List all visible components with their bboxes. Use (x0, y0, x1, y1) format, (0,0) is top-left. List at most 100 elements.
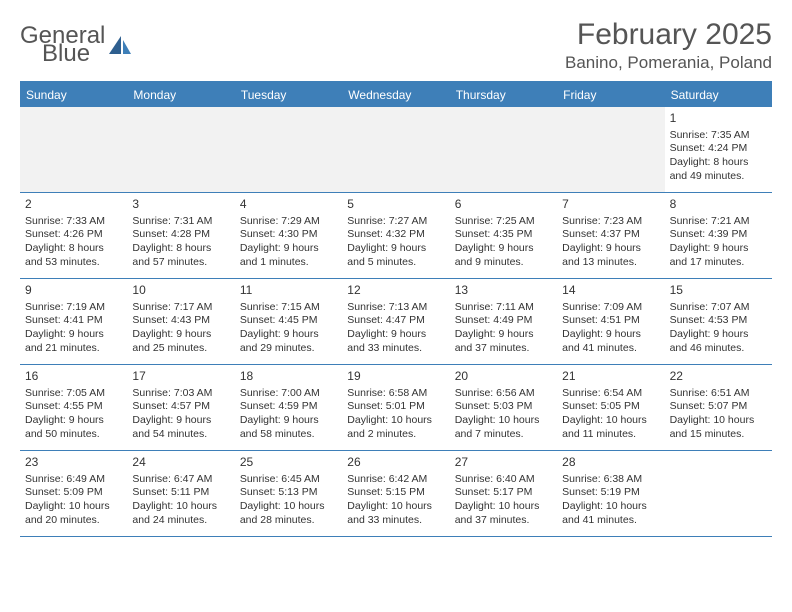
daylight-line2: and 15 minutes. (670, 428, 767, 442)
day-header-sat: Saturday (665, 83, 772, 107)
sunset-line: Sunset: 4:39 PM (670, 228, 767, 242)
day-number: 16 (25, 369, 122, 385)
day-cell: 5Sunrise: 7:27 AMSunset: 4:32 PMDaylight… (342, 193, 449, 278)
sunrise-line: Sunrise: 7:05 AM (25, 387, 122, 401)
daylight-line2: and 54 minutes. (132, 428, 229, 442)
page-title: February 2025 (565, 18, 772, 51)
day-number: 13 (455, 283, 552, 299)
daylight-line: Daylight: 9 hours (347, 328, 444, 342)
sunrise-line: Sunrise: 7:17 AM (132, 301, 229, 315)
day-cell: 23Sunrise: 6:49 AMSunset: 5:09 PMDayligh… (20, 451, 127, 536)
daylight-line2: and 50 minutes. (25, 428, 122, 442)
daylight-line2: and 25 minutes. (132, 342, 229, 356)
daylight-line: Daylight: 8 hours (25, 242, 122, 256)
daylight-line: Daylight: 10 hours (132, 500, 229, 514)
day-header-fri: Friday (557, 83, 664, 107)
sunset-line: Sunset: 4:35 PM (455, 228, 552, 242)
day-header-row: Sunday Monday Tuesday Wednesday Thursday… (20, 83, 772, 107)
day-number: 7 (562, 197, 659, 213)
sunset-line: Sunset: 4:41 PM (25, 314, 122, 328)
sunrise-line: Sunrise: 7:29 AM (240, 215, 337, 229)
day-cell: 20Sunrise: 6:56 AMSunset: 5:03 PMDayligh… (450, 365, 557, 450)
day-cell: 17Sunrise: 7:03 AMSunset: 4:57 PMDayligh… (127, 365, 234, 450)
daylight-line: Daylight: 9 hours (455, 328, 552, 342)
week-row: 16Sunrise: 7:05 AMSunset: 4:55 PMDayligh… (20, 365, 772, 451)
day-cell: 12 Sunrise: 7:13 AMSunset: 4:47 PMDayligh… (342, 279, 449, 364)
daylight-line: Daylight: 9 hours (670, 328, 767, 342)
day-cell: 11Sunrise: 7:15 AMSunset: 4:45 PMDayligh… (235, 279, 342, 364)
sunrise-line: Sunrise: 6:51 AM (670, 387, 767, 401)
sunrise-line: Sunrise: 7:31 AM (132, 215, 229, 229)
sunset-line: Sunset: 5:15 PM (347, 486, 444, 500)
daylight-line2: and 46 minutes. (670, 342, 767, 356)
daylight-line2: and 33 minutes. (347, 514, 444, 528)
sunset-line: Sunset: 4:49 PM (455, 314, 552, 328)
day-cell: 6Sunrise: 7:25 AMSunset: 4:35 PMDaylight… (450, 193, 557, 278)
daylight-line2: and 9 minutes. (455, 256, 552, 270)
day-cell: 18Sunrise: 7:00 AMSunset: 4:59 PMDayligh… (235, 365, 342, 450)
daylight-line: Daylight: 9 hours (25, 414, 122, 428)
empty-cell (235, 107, 342, 192)
daylight-line: Daylight: 9 hours (562, 328, 659, 342)
sunrise-line: Sunrise: 7:03 AM (132, 387, 229, 401)
day-number: 22 (670, 369, 767, 385)
daylight-line: Daylight: 10 hours (347, 414, 444, 428)
day-number: 9 (25, 283, 122, 299)
sunrise-line: Sunrise: 6:38 AM (562, 473, 659, 487)
day-cell: 24Sunrise: 6:47 AMSunset: 5:11 PMDayligh… (127, 451, 234, 536)
daylight-line: Daylight: 9 hours (455, 242, 552, 256)
empty-cell (557, 107, 664, 192)
sunrise-line: Sunrise: 7:23 AM (562, 215, 659, 229)
sunrise-line: Sunrise: 7:27 AM (347, 215, 444, 229)
day-number: 26 (347, 455, 444, 471)
day-number: 11 (240, 283, 337, 299)
day-number: 2 (25, 197, 122, 213)
day-header-tue: Tuesday (235, 83, 342, 107)
daylight-line2: and 29 minutes. (240, 342, 337, 356)
day-cell: 15Sunrise: 7:07 AMSunset: 4:53 PMDayligh… (665, 279, 772, 364)
day-number: 3 (132, 197, 229, 213)
week-row: 2Sunrise: 7:33 AMSunset: 4:26 PMDaylight… (20, 193, 772, 279)
sunset-line: Sunset: 4:47 PM (347, 314, 444, 328)
daylight-line2: and 58 minutes. (240, 428, 337, 442)
daylight-line2: and 57 minutes. (132, 256, 229, 270)
sunrise-line: Sunrise: 7:21 AM (670, 215, 767, 229)
daylight-line2: and 13 minutes. (562, 256, 659, 270)
daylight-line: Daylight: 9 hours (240, 328, 337, 342)
day-cell: 4Sunrise: 7:29 AMSunset: 4:30 PMDaylight… (235, 193, 342, 278)
sunrise-line: Sunrise: 7:07 AM (670, 301, 767, 315)
day-cell: 14Sunrise: 7:09 AMSunset: 4:51 PMDayligh… (557, 279, 664, 364)
daylight-line2: and 7 minutes. (455, 428, 552, 442)
daylight-line2: and 5 minutes. (347, 256, 444, 270)
day-cell: 16Sunrise: 7:05 AMSunset: 4:55 PMDayligh… (20, 365, 127, 450)
sunset-line: Sunset: 5:01 PM (347, 400, 444, 414)
sunset-line: Sunset: 4:51 PM (562, 314, 659, 328)
daylight-line2: and 24 minutes. (132, 514, 229, 528)
daylight-line2: and 33 minutes. (347, 342, 444, 356)
empty-cell (665, 451, 772, 536)
daylight-line: Daylight: 8 hours (132, 242, 229, 256)
sunset-line: Sunset: 4:24 PM (670, 142, 767, 156)
sunset-line: Sunset: 5:07 PM (670, 400, 767, 414)
daylight-line2: and 11 minutes. (562, 428, 659, 442)
sunset-line: Sunset: 4:59 PM (240, 400, 337, 414)
sunrise-line: Sunrise: 6:58 AM (347, 387, 444, 401)
day-number: 12 (347, 283, 444, 299)
sunset-line: Sunset: 4:28 PM (132, 228, 229, 242)
sunrise-line: Sunrise: 6:56 AM (455, 387, 552, 401)
week-row: 1Sunrise: 7:35 AMSunset: 4:24 PMDaylight… (20, 107, 772, 193)
sunrise-line: Sunrise: 7:25 AM (455, 215, 552, 229)
daylight-line: Daylight: 9 hours (132, 328, 229, 342)
day-cell: 7Sunrise: 7:23 AMSunset: 4:37 PMDaylight… (557, 193, 664, 278)
daylight-line2: and 49 minutes. (670, 170, 767, 184)
daylight-line: Daylight: 10 hours (670, 414, 767, 428)
day-cell: 2Sunrise: 7:33 AMSunset: 4:26 PMDaylight… (20, 193, 127, 278)
week-row: 23Sunrise: 6:49 AMSunset: 5:09 PMDayligh… (20, 451, 772, 537)
daylight-line: Daylight: 10 hours (25, 500, 122, 514)
day-cell: 22 Sunrise: 6:51 AMSunset: 5:07 PMDayligh… (665, 365, 772, 450)
sunrise-line: Sunrise: 7:13 AM (347, 301, 444, 315)
sunset-line: Sunset: 5:09 PM (25, 486, 122, 500)
empty-cell (450, 107, 557, 192)
daylight-line2: and 37 minutes. (455, 514, 552, 528)
sunset-line: Sunset: 4:53 PM (670, 314, 767, 328)
